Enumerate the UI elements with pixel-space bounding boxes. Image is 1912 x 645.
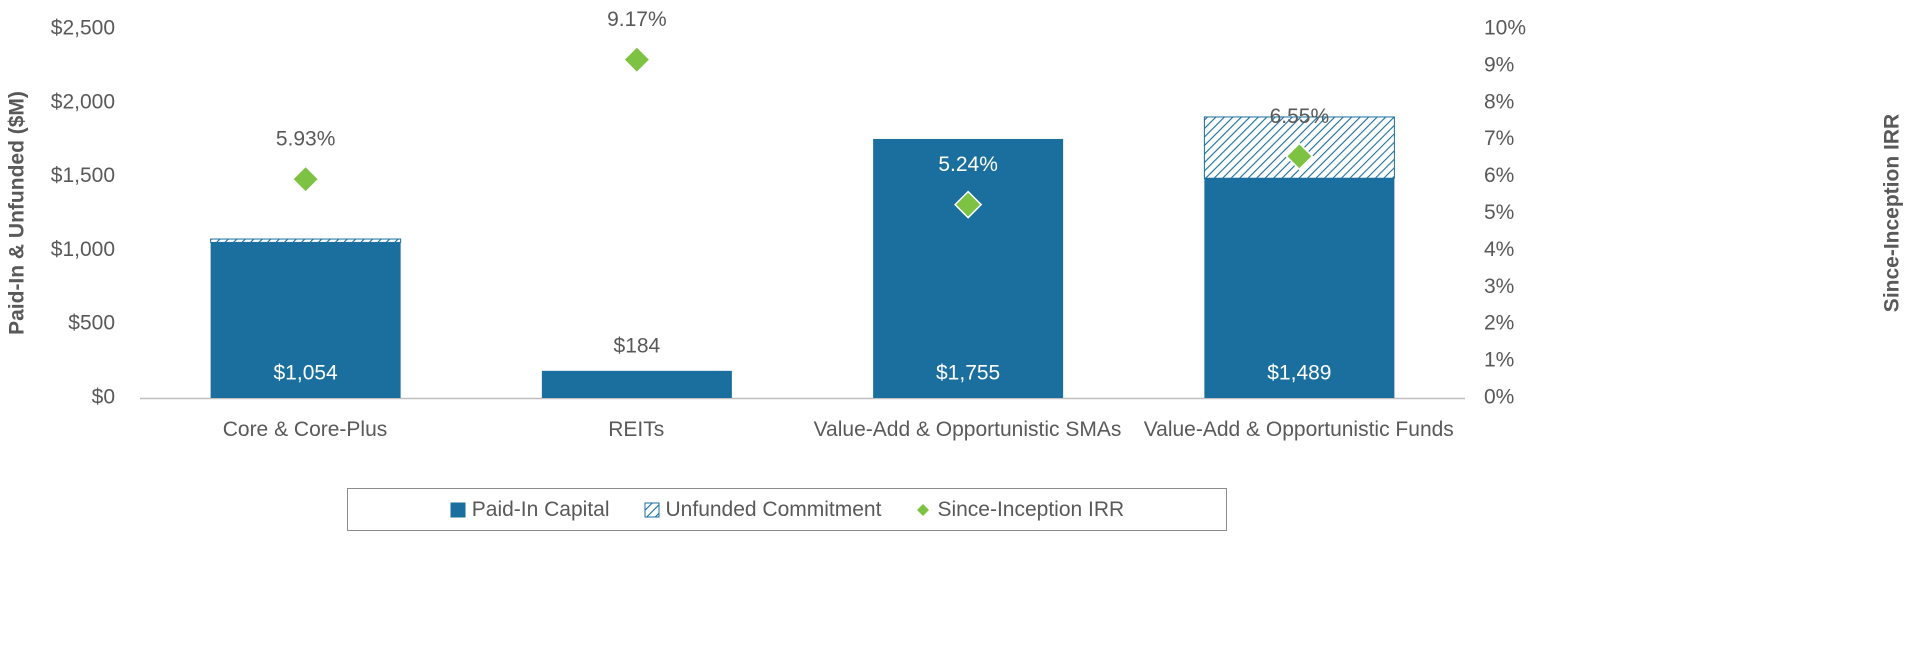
y-tick-label: $0: [92, 386, 115, 409]
data-label: $1,755: [936, 362, 1000, 385]
legend-swatch: [644, 502, 660, 517]
data-label: $1,054: [274, 362, 339, 385]
y2-tick-label: 9%: [1484, 53, 1514, 76]
y2-tick-label: 5%: [1484, 201, 1514, 224]
y2-axis-title: Since-Inception IRR: [1881, 114, 1904, 312]
bar-segment: [210, 238, 402, 243]
irr-marker: [954, 190, 983, 219]
legend-label: Unfunded Commitment: [665, 497, 882, 521]
y2-tick-label: 2%: [1484, 312, 1514, 335]
y2-tick-label: 0%: [1484, 386, 1514, 409]
y-axis-title: Paid-In & Unfunded ($M): [6, 91, 29, 335]
data-label: 6.55%: [1270, 105, 1330, 128]
legend-label: Paid-In Capital: [471, 497, 610, 521]
irr-marker: [291, 165, 320, 194]
x-tick-label: REITs: [608, 418, 665, 441]
y2-tick-label: 10%: [1484, 17, 1526, 40]
legend-swatch: [450, 502, 466, 517]
y2-tick-label: 4%: [1484, 238, 1514, 261]
legend-box: [644, 502, 660, 517]
bar-segment: [1204, 178, 1395, 398]
y-tick-label: $1,500: [51, 164, 115, 187]
y-tick-label: $2,500: [51, 17, 115, 40]
data-label: 5.24%: [938, 153, 998, 176]
legend-item: Unfunded Commitment: [644, 497, 882, 522]
legend-swatch: [917, 503, 930, 516]
x-tick-label: Value-Add & Opportunistic SMAs: [813, 418, 1122, 441]
data-label: 9.17%: [607, 8, 667, 31]
legend-label: Since-Inception IRR: [937, 497, 1125, 521]
legend-diamond: [917, 503, 930, 516]
legend-item: Since-Inception IRR: [915, 498, 1124, 522]
y2-tick-label: 1%: [1484, 349, 1514, 372]
data-label: $184: [614, 334, 661, 357]
y2-tick-label: 6%: [1484, 164, 1514, 187]
legend: Paid-In Capital Unfunded Commitment Since-…: [347, 488, 1227, 531]
irr-marker: [1285, 142, 1314, 171]
x-tick-label: Core & Core-Plus: [222, 418, 388, 441]
data-label: $1,489: [1267, 362, 1331, 385]
y2-tick-label: 7%: [1484, 127, 1514, 150]
y-tick-label: $2,000: [51, 90, 115, 113]
data-label: 5.93%: [276, 128, 336, 151]
bar-segment: [541, 370, 732, 398]
legend-item: Paid-In Capital: [450, 498, 610, 522]
y2-tick-label: 3%: [1484, 275, 1514, 298]
y-tick-label: $500: [68, 312, 115, 335]
bar-segment: [873, 138, 1064, 398]
bar-segment: [210, 242, 401, 398]
irr-marker: [622, 45, 651, 74]
x-tick-label: Value-Add & Opportunistic Funds: [1143, 418, 1454, 441]
y2-tick-label: 8%: [1484, 90, 1514, 113]
legend-box: [450, 502, 466, 517]
y-tick-label: $1,000: [51, 238, 115, 261]
